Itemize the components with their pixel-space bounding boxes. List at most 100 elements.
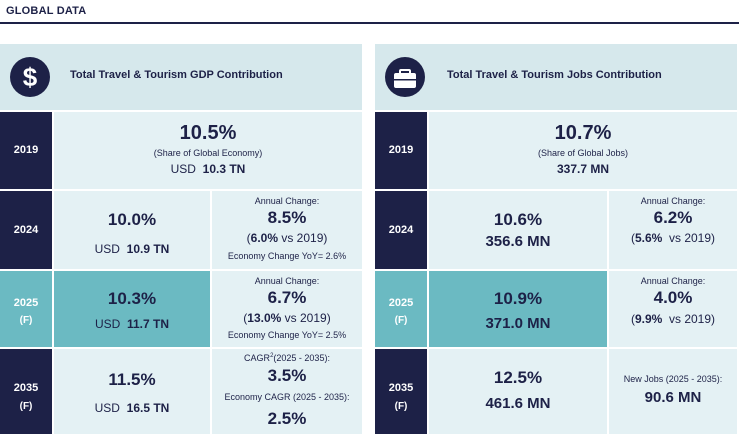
cagr-text: CAGR [244,353,271,363]
jobs-2024-value-cell: 10.6% 356.6 MN [429,191,607,269]
gdp-2025-change-cell: Annual Change: 6.7% (13.0% vs 2019) Econ… [212,271,362,347]
jobs-2019-share-value: 10.7% [554,122,612,144]
year-label: 2019 [388,144,414,156]
svg-text:$: $ [23,62,38,92]
gdp-2024-share-value: 10.0% [107,210,157,229]
vs-text: vs 2019) [281,311,331,325]
jobs-row-2025: 2025 (F) 10.9% 371.0 MN Annual Change: 4… [375,271,737,347]
page-header: GLOBAL DATA [0,0,739,24]
vs-text: vs 2019) [278,231,328,245]
gdp-2024-amount: USD 10.9 TN [54,242,210,256]
gdp-panel-title: Total Travel & Tourism GDP Contribution [70,69,283,81]
gdp-row-2019: 2019 10.5% (Share of Global Economy) USD… [0,112,362,189]
jobs-panel: Total Travel & Tourism Jobs Contribution… [375,44,737,434]
currency-prefix: USD [94,242,120,256]
vs-open: ( [243,311,248,325]
gdp-row-2024: 2024 10.0% USD 10.9 TN Annual Change: 8.… [0,191,362,269]
jobs-row-2024: 2024 10.6% 356.6 MN Annual Change: 6.2% … [375,191,737,269]
currency-prefix: USD [170,162,196,176]
jobs-2024-amount: 356.6 MN [485,233,551,250]
cagr-footnote: 2 [270,353,274,359]
jobs-panel-title-bar: Total Travel & Tourism Jobs Contribution [375,44,737,110]
year-label: 2035 [13,382,39,394]
amount-value: 10.3 TN [202,162,246,176]
gdp-2035-amount: USD 16.5 TN [54,401,210,415]
amount-value: 10.9 TN [126,242,170,256]
vs-text: vs 2019) [662,312,716,326]
jobs-panel-title: Total Travel & Tourism Jobs Contribution [447,69,662,81]
year-label: 2035 [388,382,414,394]
gdp-2025-share-value: 10.3% [107,289,157,308]
vs-value: 6.0% [250,231,278,245]
vs-2019-change: (6.0% vs 2019) [212,231,362,245]
year-cell: 2019 [375,112,427,189]
amount-value: 11.7 TN [126,317,170,331]
gdp-2025-amount: USD 11.7 TN [54,317,210,331]
gdp-row-2025: 2025 (F) 10.3% USD 11.7 TN Annual Change… [0,271,362,347]
amount-value: 16.5 TN [126,401,170,415]
jobs-2025-amount: 371.0 MN [485,315,551,332]
vs-open: ( [246,231,251,245]
year-label: 2024 [388,224,414,236]
economy-cagr-label: Economy CAGR (2025 - 2035): [224,392,350,402]
cagr-range: (2025 - 2035): [273,353,330,363]
gdp-2019-share-label: (Share of Global Economy) [153,148,263,158]
gdp-2019-value-cell: 10.5% (Share of Global Economy) USD 10.3… [54,112,362,189]
jobs-2035-share-value: 12.5% [493,368,543,387]
annual-change-value: 6.7% [267,288,307,307]
economy-cagr-value: 2.5% [267,409,307,428]
currency-prefix: USD [94,317,121,331]
cagr-value: 3.5% [267,366,307,385]
currency-prefix: USD [94,401,120,415]
annual-change-value: 4.0% [653,288,693,307]
year-label: 2025 [13,297,39,309]
forecast-label: (F) [394,315,408,326]
year-cell: 2019 [0,112,52,189]
jobs-2019-value-cell: 10.7% (Share of Global Jobs) 337.7 MN [429,112,737,189]
page-title: GLOBAL DATA [6,5,87,17]
jobs-2019-amount: 337.7 MN [556,162,610,176]
gdp-2019-amount: USD 10.3 TN [54,162,362,176]
cagr-label: CAGR2(2025 - 2035): [212,353,362,363]
year-cell: 2035 (F) [375,349,427,434]
jobs-row-2019: 2019 10.7% (Share of Global Jobs) 337.7 … [375,112,737,189]
gdp-2024-value-cell: 10.0% USD 10.9 TN [54,191,210,269]
forecast-label: (F) [19,315,33,326]
annual-change-label: Annual Change: [254,276,320,286]
gdp-2035-value-cell: 11.5% USD 16.5 TN [54,349,210,434]
jobs-2025-change-cell: Annual Change: 4.0% (9.9% vs 2019) [609,271,737,347]
gdp-2035-share-value: 11.5% [108,370,156,389]
year-cell: 2024 [375,191,427,269]
gdp-2019-share-value: 10.5% [179,122,237,144]
new-jobs-label: New Jobs (2025 - 2035): [623,374,723,384]
vs-value: 13.0% [247,311,282,325]
vs-value: 9.9% [634,312,663,326]
vs-2019-change: (9.9% vs 2019) [609,312,737,326]
year-label: 2024 [13,224,39,236]
jobs-2025-value-cell: 10.9% 371.0 MN [429,271,607,347]
vs-text: vs 2019) [662,231,716,245]
gdp-panel: $ Total Travel & Tourism GDP Contributio… [0,44,362,434]
gdp-panel-title-bar: $ Total Travel & Tourism GDP Contributio… [0,44,362,110]
vs-value: 5.6% [634,231,663,245]
header-divider [0,22,739,24]
annual-change-label: Annual Change: [254,196,320,206]
jobs-2035-value-cell: 12.5% 461.6 MN [429,349,607,434]
new-jobs-value: 90.6 MN [644,389,702,406]
annual-change-value: 6.2% [653,208,693,227]
annual-change-value: 8.5% [267,208,307,227]
jobs-2024-share-value: 10.6% [493,210,543,229]
forecast-label: (F) [19,401,33,412]
economy-change-yoy: Economy Change YoY= 2.5% [227,330,347,340]
annual-change-label: Annual Change: [640,196,706,206]
year-label: 2019 [13,144,39,156]
gdp-2024-change-cell: Annual Change: 8.5% (6.0% vs 2019) Econo… [212,191,362,269]
jobs-2019-share-label: (Share of Global Jobs) [537,148,629,158]
annual-change-label: Annual Change: [640,276,706,286]
year-label: 2025 [388,297,414,309]
briefcase-icon [385,57,425,97]
gdp-2035-cagr-cell: CAGR2(2025 - 2035): 3.5% Economy CAGR (2… [212,349,362,434]
year-cell: 2025 (F) [0,271,52,347]
gdp-2025-value-cell: 10.3% USD 11.7 TN [54,271,210,347]
jobs-2035-amount: 461.6 MN [485,395,551,412]
